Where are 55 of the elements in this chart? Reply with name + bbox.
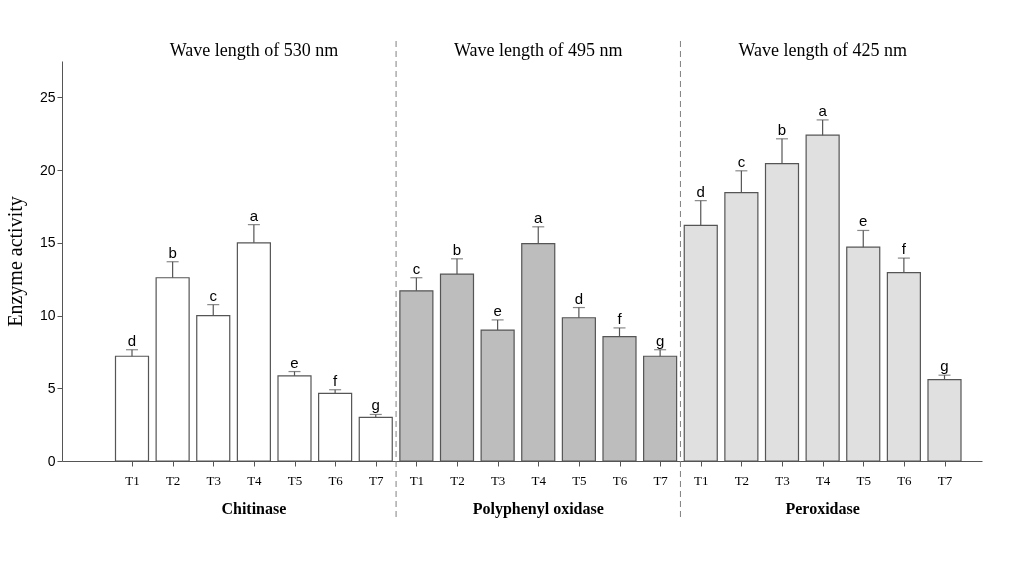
x-tick-label: T3	[206, 472, 221, 488]
x-tick-label: T5	[572, 472, 587, 488]
data-label: e	[493, 301, 502, 319]
x-tick-label: T2	[450, 472, 465, 488]
data-label: d	[574, 289, 584, 307]
x-tick-label: T7	[653, 472, 669, 488]
x-tick-label: T2	[165, 472, 181, 488]
x-tick-label: T6	[328, 472, 344, 488]
text: Chitinase	[221, 500, 287, 517]
y-tick-label: 0	[47, 452, 56, 469]
text: Wave length of 530 nm	[169, 40, 339, 60]
x-tick-label: T7	[937, 472, 953, 488]
x-tick-label: T6	[897, 472, 913, 488]
y-tick-label: 5	[47, 379, 56, 396]
data-label: c	[412, 259, 421, 277]
data-label: d	[127, 331, 137, 349]
text: Peroxidase	[785, 500, 860, 517]
x-tick-label: T3	[490, 472, 506, 488]
x-tick-label: T4	[815, 472, 831, 488]
y-tick-label: 25	[39, 88, 56, 105]
data-label: g	[655, 331, 665, 349]
data-label: a	[818, 101, 828, 119]
x-tick-label: T3	[775, 472, 790, 488]
data-label: b	[168, 243, 177, 261]
data-label: e	[859, 212, 868, 230]
data-label: f	[333, 371, 339, 389]
x-tick-label: T1	[409, 472, 425, 488]
y-axis-title: Enzyme activity	[3, 196, 27, 327]
y-tick-label: 20	[39, 161, 56, 178]
text: Polyphenyl oxidase	[472, 500, 604, 518]
x-tick-label: T4	[531, 472, 547, 488]
data-label: a	[249, 206, 259, 224]
data-label: f	[901, 240, 907, 258]
data-label: b	[777, 120, 787, 138]
data-label: a	[534, 208, 544, 226]
data-label: g	[940, 357, 949, 375]
x-tick-label: T5	[856, 472, 871, 488]
y-tick-label: 15	[39, 234, 56, 251]
data-label: b	[452, 240, 462, 258]
y-tick-label: 10	[39, 307, 56, 324]
x-tick-label: T4	[247, 472, 263, 488]
x-tick-label: T5	[287, 472, 303, 488]
data-label: c	[209, 286, 218, 304]
x-tick-label: T7	[369, 472, 384, 488]
text: Wave length of 425 nm	[738, 40, 907, 60]
data-label: f	[617, 309, 623, 327]
data-label: g	[371, 396, 380, 414]
data-label: e	[290, 353, 299, 371]
text: Wave length of 495 nm	[453, 40, 623, 60]
x-tick-label: T6	[612, 472, 628, 488]
x-tick-label: T1	[694, 472, 709, 488]
data-label: d	[696, 182, 705, 200]
data-label: c	[737, 152, 746, 170]
x-tick-label: T1	[125, 472, 140, 488]
x-tick-label: T2	[734, 472, 750, 488]
